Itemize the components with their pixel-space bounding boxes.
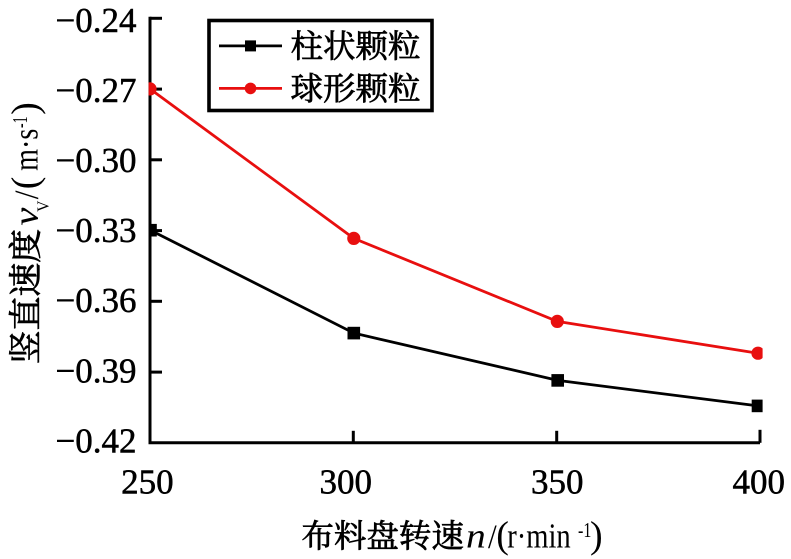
svg-text:(: ( xyxy=(5,177,47,190)
svg-text:): ) xyxy=(590,515,603,557)
svg-text:m·s: m·s xyxy=(7,129,46,171)
svg-text:): ) xyxy=(5,102,47,115)
svg-text:r·min: r·min xyxy=(507,517,571,556)
svg-text:(: ( xyxy=(496,515,509,557)
svg-text:300: 300 xyxy=(319,463,372,502)
svg-text:-1: -1 xyxy=(8,117,32,129)
svg-text:−0.36: −0.36 xyxy=(56,281,137,320)
svg-text:/: / xyxy=(9,190,46,199)
svg-text:−0.30: −0.30 xyxy=(56,141,137,180)
svg-text:-1: -1 xyxy=(578,518,591,542)
svg-text:−0.33: −0.33 xyxy=(56,211,137,250)
svg-text:v: v xyxy=(7,207,46,226)
svg-text:−0.27: −0.27 xyxy=(56,71,137,110)
svg-text:−0.42: −0.42 xyxy=(56,421,137,460)
svg-text:250: 250 xyxy=(121,463,174,502)
svg-text:n: n xyxy=(466,517,486,556)
svg-text:−0.24: −0.24 xyxy=(56,1,137,40)
svg-text:400: 400 xyxy=(733,463,786,502)
svg-text:350: 350 xyxy=(531,463,584,502)
svg-text:V: V xyxy=(33,200,52,212)
svg-text:−0.39: −0.39 xyxy=(56,351,137,390)
svg-text:/: / xyxy=(488,519,497,556)
